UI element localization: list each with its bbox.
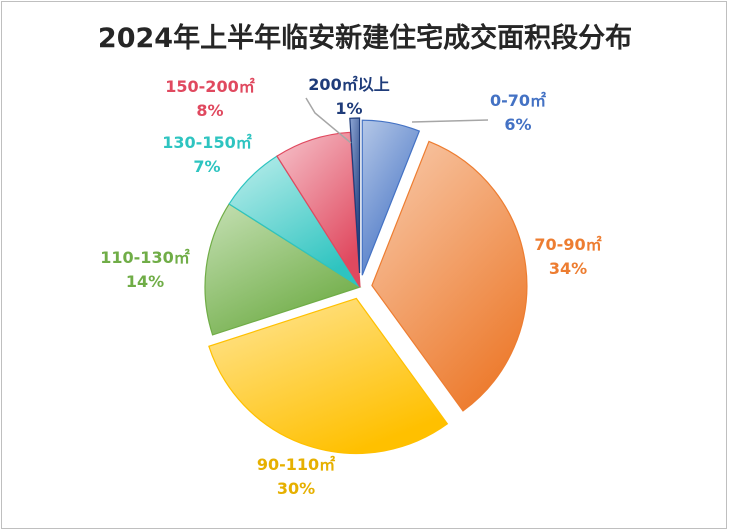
slice-category-label: 130-150㎡ [162, 133, 251, 152]
slice-percent-label: 14% [126, 272, 164, 291]
pie-slice-6 [349, 117, 361, 274]
slice-category-label: 70-90㎡ [534, 235, 601, 254]
slice-category-label: 0-70㎡ [490, 91, 546, 110]
pie-slice-3 [204, 203, 362, 336]
leader-line [411, 119, 489, 123]
slice-percent-label: 6% [504, 115, 531, 134]
slice-category-label: 200㎡以上 [308, 75, 389, 94]
slice-percent-label: 8% [196, 101, 223, 120]
leader-line [305, 97, 352, 144]
slice-percent-label: 1% [335, 99, 362, 118]
pie-slice-0 [361, 119, 421, 276]
slice-category-label: 90-110㎡ [257, 455, 335, 474]
slice-percent-label: 7% [193, 157, 220, 176]
pie-slice-1 [371, 140, 528, 412]
slice-percent-label: 34% [549, 259, 587, 278]
slice-category-label: 110-130㎡ [100, 248, 189, 267]
chart-title: 2024年上半年临安新建住宅成交面积段分布 [97, 23, 633, 54]
slice-category-label: 150-200㎡ [165, 77, 254, 96]
slice-percent-label: 30% [277, 479, 315, 498]
pie-slice-2 [208, 297, 449, 454]
